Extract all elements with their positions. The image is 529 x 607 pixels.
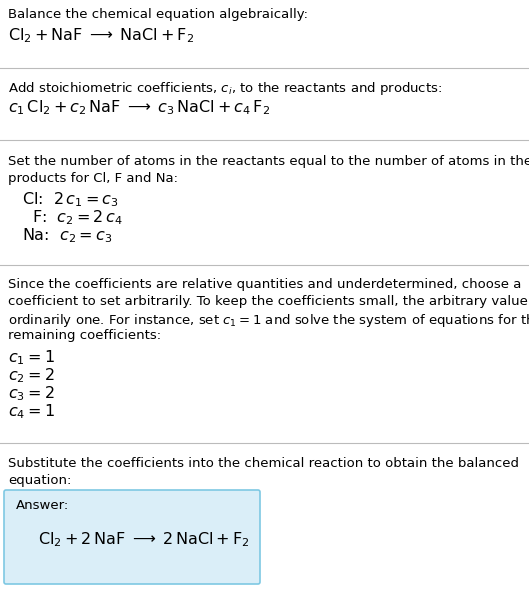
Text: $\mathrm{Cl}_2 + \mathrm{NaF} \;\longrightarrow\; \mathrm{NaCl} + \mathrm{F}_2$: $\mathrm{Cl}_2 + \mathrm{NaF} \;\longrig… — [8, 26, 194, 45]
Text: equation:: equation: — [8, 474, 71, 487]
Text: remaining coefficients:: remaining coefficients: — [8, 329, 161, 342]
FancyBboxPatch shape — [4, 490, 260, 584]
Text: $\mathrm{Cl}_2 + 2\,\mathrm{NaF} \;\longrightarrow\; 2\,\mathrm{NaCl} + \mathrm{: $\mathrm{Cl}_2 + 2\,\mathrm{NaF} \;\long… — [38, 530, 250, 549]
Text: F:  $c_2 = 2\,c_4$: F: $c_2 = 2\,c_4$ — [22, 208, 123, 226]
Text: $c_1\, \mathrm{Cl}_2 + c_2\, \mathrm{NaF} \;\longrightarrow\; c_3\, \mathrm{NaCl: $c_1\, \mathrm{Cl}_2 + c_2\, \mathrm{NaF… — [8, 98, 270, 117]
Text: $c_3 = 2$: $c_3 = 2$ — [8, 384, 54, 402]
Text: $c_2 = 2$: $c_2 = 2$ — [8, 366, 54, 385]
Text: Answer:: Answer: — [16, 499, 69, 512]
Text: $c_4 = 1$: $c_4 = 1$ — [8, 402, 55, 421]
Text: $c_1 = 1$: $c_1 = 1$ — [8, 348, 55, 367]
Text: coefficient to set arbitrarily. To keep the coefficients small, the arbitrary va: coefficient to set arbitrarily. To keep … — [8, 295, 529, 308]
Text: ordinarily one. For instance, set $c_1 = 1$ and solve the system of equations fo: ordinarily one. For instance, set $c_1 =… — [8, 312, 529, 329]
Text: Since the coefficients are relative quantities and underdetermined, choose a: Since the coefficients are relative quan… — [8, 278, 522, 291]
Text: Balance the chemical equation algebraically:: Balance the chemical equation algebraica… — [8, 8, 308, 21]
Text: Substitute the coefficients into the chemical reaction to obtain the balanced: Substitute the coefficients into the che… — [8, 457, 519, 470]
Text: Set the number of atoms in the reactants equal to the number of atoms in the: Set the number of atoms in the reactants… — [8, 155, 529, 168]
Text: Cl:  $2\,c_1 = c_3$: Cl: $2\,c_1 = c_3$ — [22, 190, 119, 209]
Text: Add stoichiometric coefficients, $c_i$, to the reactants and products:: Add stoichiometric coefficients, $c_i$, … — [8, 80, 442, 97]
Text: Na:  $c_2 = c_3$: Na: $c_2 = c_3$ — [22, 226, 112, 245]
Text: products for Cl, F and Na:: products for Cl, F and Na: — [8, 172, 178, 185]
